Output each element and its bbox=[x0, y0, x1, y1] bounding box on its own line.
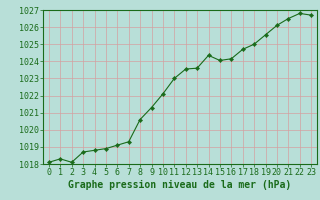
X-axis label: Graphe pression niveau de la mer (hPa): Graphe pression niveau de la mer (hPa) bbox=[68, 180, 292, 190]
